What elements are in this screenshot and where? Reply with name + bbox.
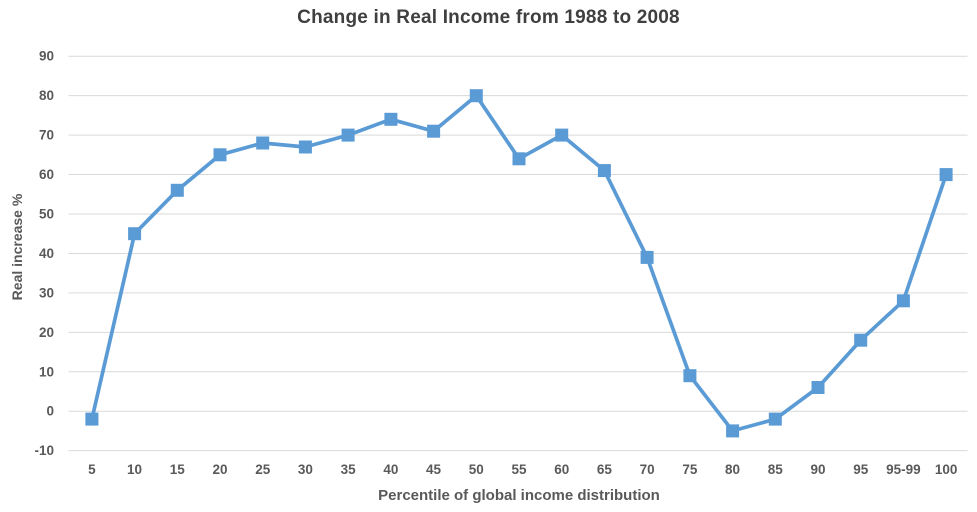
data-point-marker — [256, 136, 270, 150]
x-tick-label: 75 — [682, 462, 698, 477]
data-point-marker — [341, 128, 355, 142]
y-tick-label: 40 — [39, 246, 54, 261]
x-tick-label: 45 — [426, 462, 442, 477]
data-point-marker — [427, 124, 441, 138]
data-point-marker — [939, 168, 953, 182]
x-tick-label: 20 — [212, 462, 227, 477]
data-point-marker — [683, 369, 697, 383]
x-tick-label: 60 — [554, 462, 569, 477]
y-tick-label: 30 — [39, 285, 54, 300]
x-tick-label: 40 — [383, 462, 398, 477]
y-tick-label: 60 — [39, 167, 54, 182]
data-point-marker — [170, 183, 184, 197]
data-point-marker — [298, 140, 312, 154]
x-tick-label: 10 — [127, 462, 142, 477]
data-point-marker — [896, 294, 910, 308]
data-point-marker — [213, 148, 227, 162]
data-point-marker — [726, 424, 740, 438]
x-axis-title: Percentile of global income distribution — [378, 487, 660, 504]
x-tick-label: 50 — [469, 462, 484, 477]
data-point-marker — [512, 152, 526, 166]
data-point-marker — [597, 164, 611, 178]
data-point-marker — [469, 89, 483, 103]
x-tick-label: 70 — [640, 462, 655, 477]
x-tick-label: 95-99 — [886, 462, 921, 477]
x-tick-label: 15 — [170, 462, 186, 477]
series-line — [90, 93, 948, 433]
chart-title: Change in Real Income from 1988 to 2008 — [297, 7, 680, 28]
x-tick-label: 55 — [511, 462, 527, 477]
x-tick-label: 5 — [88, 462, 96, 477]
y-tick-label: 50 — [39, 207, 54, 222]
x-tick-label: 25 — [255, 462, 271, 477]
data-point-marker — [854, 333, 868, 347]
y-tick-label: 80 — [39, 88, 54, 103]
data-point-marker — [768, 412, 782, 426]
data-point-marker — [555, 128, 569, 142]
x-tick-label: 35 — [341, 462, 357, 477]
y-tick-label: 10 — [39, 364, 54, 379]
x-tick-label: 80 — [725, 462, 740, 477]
data-point-marker — [128, 227, 142, 241]
data-point-marker — [85, 412, 99, 426]
x-tick-label: 90 — [810, 462, 825, 477]
data-point-marker — [811, 381, 825, 394]
y-tick-label: 70 — [39, 128, 54, 143]
y-tick-label: 20 — [39, 325, 54, 340]
x-tick-label: 30 — [298, 462, 313, 477]
x-tick-label: 100 — [935, 462, 958, 477]
x-tick-label: 85 — [768, 462, 784, 477]
data-point-marker — [640, 250, 654, 264]
x-tick-label: 95 — [853, 462, 869, 477]
y-tick-label: 90 — [39, 49, 54, 64]
data-point-marker — [384, 112, 398, 126]
y-tick-label: -10 — [34, 443, 54, 458]
x-tick-label: 65 — [597, 462, 613, 477]
y-tick-label: 0 — [46, 404, 54, 419]
